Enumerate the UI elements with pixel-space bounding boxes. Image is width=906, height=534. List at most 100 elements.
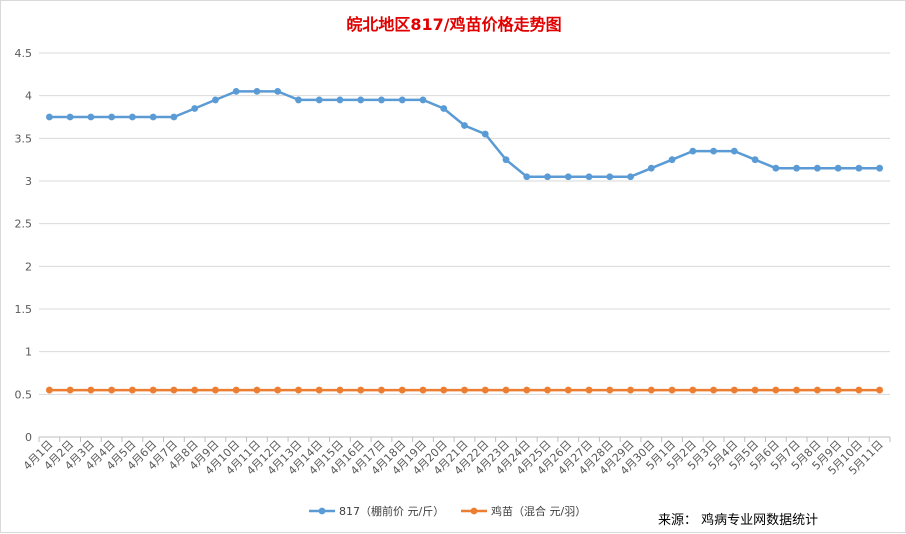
- data-point: [834, 164, 842, 172]
- data-point: [772, 164, 780, 172]
- data-point: [730, 147, 738, 155]
- data-point: [481, 386, 489, 394]
- y-tick-label: 2: [25, 260, 32, 273]
- data-point: [502, 156, 510, 164]
- data-point: [668, 156, 676, 164]
- data-point: [108, 113, 116, 121]
- data-point: [813, 164, 821, 172]
- gridlines: [39, 52, 890, 395]
- x-axis: 4月1日4月2日4月3日4月4日4月5日4月6日4月7日4月8日4月9日4月10…: [21, 436, 891, 478]
- data-point: [357, 386, 365, 394]
- legend-item: 817（棚前价 元/斤）: [309, 504, 444, 518]
- data-point: [461, 122, 468, 129]
- data-point: [544, 173, 551, 181]
- data-point: [440, 386, 448, 394]
- data-point: [564, 386, 572, 394]
- data-point: [710, 147, 717, 155]
- data-point: [191, 105, 199, 112]
- data-point: [710, 386, 717, 394]
- data-point: [398, 96, 406, 104]
- data-point: [585, 173, 593, 181]
- data-point: [378, 96, 385, 104]
- data-point: [585, 386, 593, 394]
- source-note: 来源： 鸡病专业网数据统计: [658, 512, 818, 528]
- data-point: [253, 88, 261, 95]
- legend-marker: [470, 507, 478, 515]
- y-tick-label: 4.5: [15, 47, 33, 60]
- data-point: [419, 96, 427, 104]
- data-point: [523, 386, 531, 394]
- data-point: [502, 386, 510, 394]
- data-point: [45, 113, 53, 121]
- data-point: [357, 96, 365, 104]
- data-point: [274, 386, 282, 394]
- data-point: [606, 173, 614, 181]
- data-point: [295, 386, 302, 394]
- data-point: [170, 386, 178, 394]
- data-point: [751, 156, 759, 164]
- legend: 817（棚前价 元/斤） 鸡苗（混合 元/羽）: [309, 504, 586, 518]
- data-point: [544, 386, 551, 394]
- data-point: [793, 386, 800, 394]
- data-point: [129, 386, 136, 394]
- series-lines: [45, 88, 884, 394]
- data-point: [772, 386, 780, 394]
- chart-title: 皖北地区817/鸡苗价格走势图: [346, 15, 561, 34]
- data-point: [461, 386, 468, 394]
- data-point: [149, 386, 157, 394]
- legend-marker: [318, 507, 326, 515]
- data-point: [295, 96, 302, 104]
- y-axis-ticks: 0 0.5 1 1.5 2 2.5 3 3.5 4 4.5: [15, 47, 33, 444]
- data-point: [315, 386, 323, 394]
- data-point: [689, 386, 697, 394]
- data-point: [855, 164, 863, 172]
- data-point: [336, 386, 344, 394]
- data-point: [66, 386, 74, 394]
- legend-label: 鸡苗（混合 元/羽）: [491, 504, 586, 518]
- data-point: [108, 386, 116, 394]
- data-point: [730, 386, 738, 394]
- data-point: [378, 386, 385, 394]
- y-tick-label: 4: [25, 90, 32, 103]
- data-point: [627, 173, 634, 181]
- y-tick-label: 2.5: [15, 218, 33, 231]
- y-tick-label: 3.5: [15, 132, 33, 145]
- series-0: [45, 88, 884, 181]
- data-point: [232, 386, 240, 394]
- data-point: [876, 164, 884, 172]
- data-point: [668, 386, 676, 394]
- data-point: [398, 386, 406, 394]
- y-tick-label: 0.5: [15, 388, 33, 401]
- data-point: [45, 386, 53, 394]
- data-point: [627, 386, 634, 394]
- data-point: [87, 386, 95, 394]
- y-tick-label: 3: [25, 175, 32, 188]
- data-point: [751, 386, 759, 394]
- data-point: [440, 105, 448, 112]
- y-tick-label: 0: [25, 431, 32, 444]
- data-point: [689, 147, 697, 155]
- series-1: [45, 386, 884, 394]
- data-point: [315, 96, 323, 104]
- legend-label: 817（棚前价 元/斤）: [339, 504, 444, 518]
- data-point: [212, 96, 219, 104]
- data-point: [87, 113, 95, 121]
- data-point: [793, 164, 800, 172]
- data-point: [253, 386, 261, 394]
- data-point: [232, 88, 240, 95]
- data-point: [834, 386, 842, 394]
- data-point: [876, 386, 884, 394]
- data-point: [855, 386, 863, 394]
- data-point: [191, 386, 199, 394]
- data-point: [813, 386, 821, 394]
- data-point: [129, 113, 136, 121]
- data-point: [66, 113, 74, 121]
- data-point: [606, 386, 614, 394]
- data-point: [170, 113, 178, 121]
- y-tick-label: 1.5: [15, 303, 33, 316]
- y-tick-label: 1: [25, 346, 32, 359]
- data-point: [419, 386, 427, 394]
- data-point: [149, 113, 157, 121]
- data-point: [647, 386, 655, 394]
